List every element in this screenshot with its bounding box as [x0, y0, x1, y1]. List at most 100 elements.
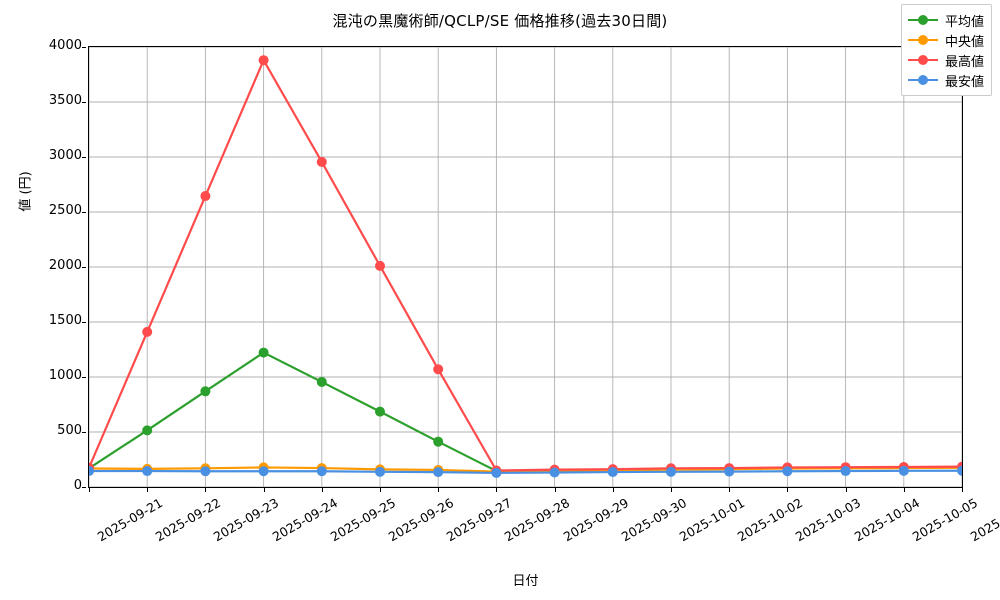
x-tick-mark	[612, 488, 614, 492]
legend-label: 平均値	[944, 14, 984, 30]
data-point	[142, 466, 153, 477]
x-tick-label: 2025-09-29	[560, 495, 631, 545]
data-point	[89, 466, 94, 477]
series-line-最高値	[89, 59, 962, 472]
data-point	[258, 466, 269, 477]
y-tick-label: 3000	[48, 148, 82, 163]
data-point	[316, 376, 327, 387]
x-tick-label: 2025-09-26	[385, 495, 457, 545]
data-point	[607, 467, 618, 478]
y-tick-label: 500	[57, 423, 82, 438]
x-tick-mark	[89, 488, 90, 492]
data-point	[898, 465, 909, 476]
x-tick-mark	[496, 488, 498, 492]
y-tick-mark	[82, 322, 86, 323]
data-point	[433, 436, 444, 447]
data-point	[375, 466, 385, 477]
y-axis-label: 値 (円)	[18, 171, 34, 212]
legend-label: 最安値	[944, 74, 984, 90]
x-tick-mark	[962, 488, 963, 492]
data-point	[200, 386, 211, 397]
x-tick-label: 2025-10-02	[734, 495, 806, 545]
y-tick-mark	[82, 157, 86, 158]
x-tick-mark	[438, 488, 440, 492]
y-tick-mark	[82, 267, 86, 268]
x-tick-mark	[263, 488, 265, 492]
y-axis-tick-marks	[0, 46, 90, 488]
legend-item-最安値[interactable]: 最安値	[907, 70, 984, 90]
y-tick-label: 4000	[48, 38, 82, 53]
x-tick-label: 2025-09-23	[211, 495, 282, 545]
data-point	[258, 347, 269, 358]
data-point	[316, 466, 327, 477]
data-point	[200, 466, 211, 477]
data-point	[782, 466, 793, 477]
series-line-平均値	[89, 351, 962, 473]
x-tick-mark	[787, 488, 789, 492]
x-tick-label: 2025-10-05	[909, 495, 980, 545]
x-tick-label: 2025-09-24	[269, 495, 340, 545]
y-tick-mark	[82, 432, 86, 433]
data-point	[142, 425, 153, 436]
x-tick-label: 2025-10-03	[793, 495, 864, 545]
y-tick-mark	[82, 487, 86, 488]
legend-item-中央値[interactable]: 中央値	[907, 30, 984, 50]
x-tick-label: 2025-10-01	[676, 495, 748, 545]
plot-svg	[89, 47, 962, 487]
x-tick-mark	[845, 488, 847, 492]
y-tick-mark	[82, 377, 86, 378]
x-tick-label: 2025-09-25	[327, 495, 398, 545]
legend-label: 最高値	[944, 54, 984, 70]
legend-marker-icon	[907, 53, 938, 67]
x-tick-mark	[321, 488, 323, 492]
data-point	[375, 406, 385, 417]
data-point	[666, 466, 676, 477]
data-point	[258, 55, 269, 66]
x-axis-label: 日付	[512, 574, 539, 589]
data-point	[491, 467, 502, 478]
chart-legend: 平均値中央値最高値最安値	[900, 4, 992, 96]
y-tick-label: 1000	[48, 368, 82, 383]
data-point	[433, 364, 444, 375]
data-point	[549, 467, 560, 478]
x-tick-mark	[729, 488, 731, 492]
y-tick-label: 1500	[48, 313, 82, 328]
legend-item-平均値[interactable]: 平均値	[907, 10, 984, 30]
x-tick-mark	[903, 488, 905, 492]
x-tick-label: 2025-09-30	[618, 495, 689, 545]
legend-marker-icon	[907, 13, 938, 27]
x-tick-mark	[147, 488, 149, 492]
x-tick-label: 2025-09-22	[152, 495, 224, 545]
x-tick-label: 2025-09-28	[502, 495, 573, 545]
y-tick-mark	[82, 47, 86, 48]
data-point	[375, 260, 385, 271]
data-point	[142, 326, 153, 337]
x-tick-label: 2025-09-27	[443, 495, 515, 545]
data-point	[316, 156, 327, 167]
x-tick-label: 2025-10-04	[851, 495, 922, 545]
data-point	[433, 467, 444, 478]
data-point	[957, 465, 962, 476]
x-tick-label: 2025-09-21	[94, 495, 166, 545]
y-tick-label: 0	[73, 478, 82, 493]
y-tick-mark	[82, 212, 86, 213]
y-tick-label: 2000	[48, 258, 82, 273]
data-point	[724, 466, 735, 477]
y-tick-label: 2500	[48, 203, 82, 218]
x-tick-mark	[205, 488, 207, 492]
x-tick-mark	[554, 488, 556, 492]
data-point	[840, 466, 851, 477]
x-tick-mark	[380, 488, 381, 492]
legend-label: 中央値	[944, 34, 984, 50]
x-tick-mark	[671, 488, 672, 492]
x-axis-ticks: 2025-09-21 2025-09-22 2025-09-23 2025-09-24…	[88, 488, 1000, 578]
plot-area	[88, 46, 963, 488]
y-tick-mark	[82, 102, 86, 103]
data-point	[200, 191, 211, 202]
legend-marker-icon	[907, 33, 938, 47]
y-tick-label: 3500	[48, 93, 82, 108]
series-line-最安値	[89, 469, 962, 475]
page-title: 混沌の黒魔術師/QCLP/SE 価格推移(過去30日間)	[332, 12, 668, 30]
legend-item-最高値[interactable]: 最高値	[907, 50, 984, 70]
